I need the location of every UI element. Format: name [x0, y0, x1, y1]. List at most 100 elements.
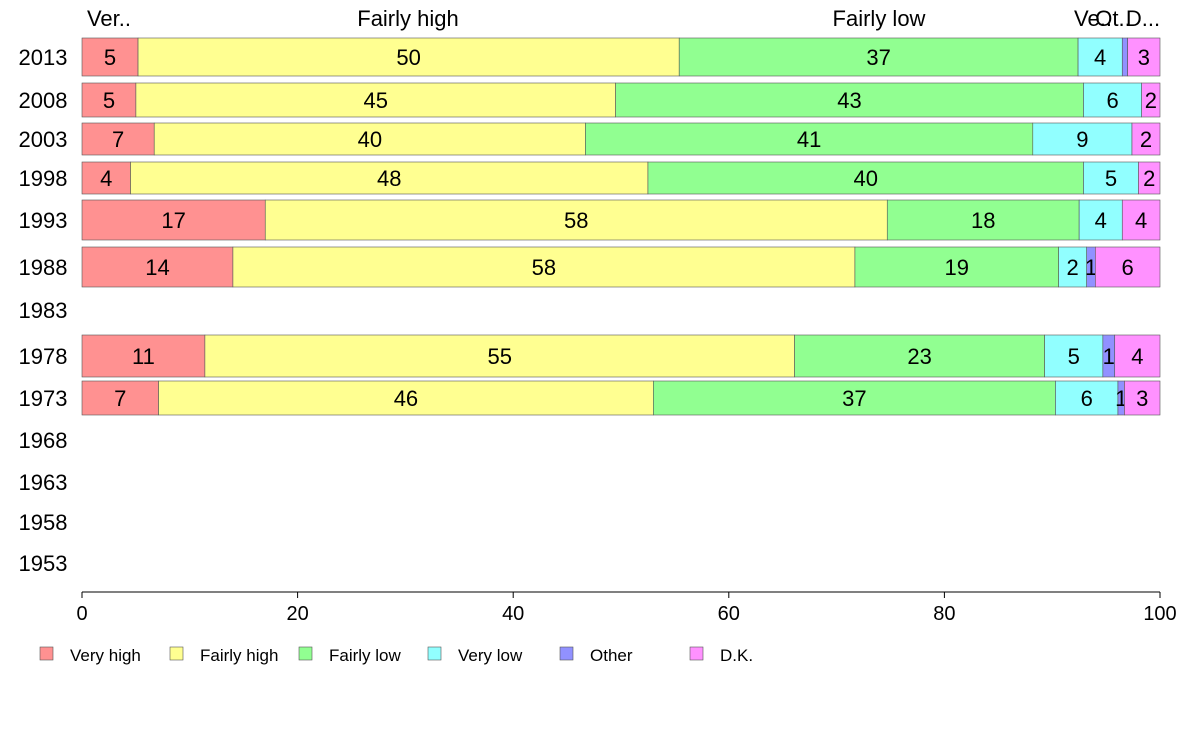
year-label: 1998 [19, 166, 68, 191]
year-label: 1953 [19, 551, 68, 576]
data-label: 40 [853, 166, 877, 191]
x-tick-label: 20 [286, 603, 308, 625]
x-axis: 0 20 40 60 80 100 [76, 591, 1177, 625]
data-label: 4 [1095, 208, 1107, 233]
x-tick-label: 80 [933, 603, 955, 625]
data-label: 6 [1122, 255, 1134, 280]
year-label: 1958 [19, 510, 68, 535]
data-label: 46 [394, 386, 418, 411]
bar-segment [1078, 199, 1123, 241]
data-label: 3 [1136, 386, 1148, 411]
year-label: 1963 [19, 470, 68, 495]
data-label: 2 [1140, 127, 1152, 152]
legend-swatch [427, 646, 442, 661]
data-label: 7 [112, 127, 124, 152]
data-label: 40 [358, 127, 382, 152]
legend-label: Fairly low [329, 646, 402, 665]
data-label: 9 [1076, 127, 1088, 152]
data-label: 3 [1138, 45, 1150, 70]
data-label: 2 [1143, 166, 1155, 191]
data-label: 37 [866, 45, 890, 70]
bar-segment [1055, 380, 1119, 416]
legend-swatch [559, 646, 574, 661]
bar-segment [158, 380, 654, 416]
bar-segment [1121, 199, 1161, 241]
bar-segment [1127, 37, 1161, 77]
data-label: 2 [1145, 88, 1157, 113]
bar-segment [615, 82, 1084, 118]
column-header: Ve.. [1074, 6, 1112, 31]
bar-segment [653, 380, 1056, 416]
year-label: 1983 [19, 298, 68, 323]
bar-segment [1141, 82, 1161, 118]
year-label: 2003 [19, 127, 68, 152]
bar-segment [153, 122, 586, 156]
data-label: 55 [487, 344, 511, 369]
data-label: 4 [1094, 45, 1106, 70]
year-label: 2013 [19, 45, 68, 70]
data-label: 17 [161, 208, 185, 233]
bar-segment [1032, 122, 1133, 156]
bar-segment [81, 334, 206, 378]
year-labels: 2013 2008 2003 1998 1993 1988 1983 1978 1973 1968… [19, 45, 68, 576]
data-label: 6 [1081, 386, 1093, 411]
legend-label: Very high [70, 646, 141, 665]
legend-label: D.K. [720, 646, 753, 665]
data-label: 5 [1068, 344, 1080, 369]
year-label: 1988 [19, 255, 68, 280]
year-label: 2008 [19, 88, 68, 113]
data-label: 4 [1135, 208, 1147, 233]
bar-segment [1138, 161, 1161, 195]
bar-segment [1124, 380, 1161, 416]
column-headers: Ver.. Fairly high Fairly low Ve..Ot..D... [87, 6, 1160, 31]
data-label: 1 [1085, 255, 1097, 280]
bar-segment [264, 199, 888, 241]
bar-segment [1083, 82, 1142, 118]
legend-swatch [298, 646, 313, 661]
data-label: 5 [104, 45, 116, 70]
bar-segment [81, 199, 266, 241]
bar-segment [1121, 37, 1128, 77]
data-label: 6 [1106, 88, 1118, 113]
data-label: 11 [132, 344, 155, 369]
data-label: 58 [532, 255, 556, 280]
bar-segment [886, 199, 1080, 241]
year-label: 1968 [19, 428, 68, 453]
bar-segment [1044, 334, 1104, 378]
data-label: 37 [842, 386, 866, 411]
year-label: 1973 [19, 386, 68, 411]
bar-segment [1114, 334, 1161, 378]
bar-segment [794, 334, 1045, 378]
column-header: Fairly high [357, 6, 458, 31]
bar-segment [81, 82, 137, 118]
data-label: 5 [1105, 166, 1117, 191]
bar-segment [1058, 246, 1087, 288]
bar-segment [81, 246, 234, 288]
data-label: 50 [396, 45, 420, 70]
bar-segment [204, 334, 795, 378]
legend-label: Very low [458, 646, 523, 665]
x-tick-label: 100 [1143, 603, 1176, 625]
data-label: 19 [945, 255, 969, 280]
legend-label: Fairly high [200, 646, 278, 665]
data-label: 18 [971, 208, 995, 233]
x-tick-label: 60 [718, 603, 740, 625]
legend-swatch [689, 646, 704, 661]
data-label: 43 [837, 88, 861, 113]
bar-segment [130, 161, 649, 195]
data-label: 48 [377, 166, 401, 191]
column-header: Ot.. [1095, 6, 1130, 31]
column-header: Ver.. [87, 6, 131, 31]
year-label: 1993 [19, 208, 68, 233]
column-header: D... [1126, 6, 1160, 31]
bar-segment [81, 380, 159, 416]
data-label: 58 [564, 208, 588, 233]
bar-segment [1095, 246, 1161, 288]
x-tick-label: 40 [502, 603, 524, 625]
legend-swatch [169, 646, 184, 661]
data-label: 7 [114, 386, 126, 411]
data-label: 23 [907, 344, 931, 369]
bar-segment [135, 82, 616, 118]
year-label: 1978 [19, 344, 68, 369]
